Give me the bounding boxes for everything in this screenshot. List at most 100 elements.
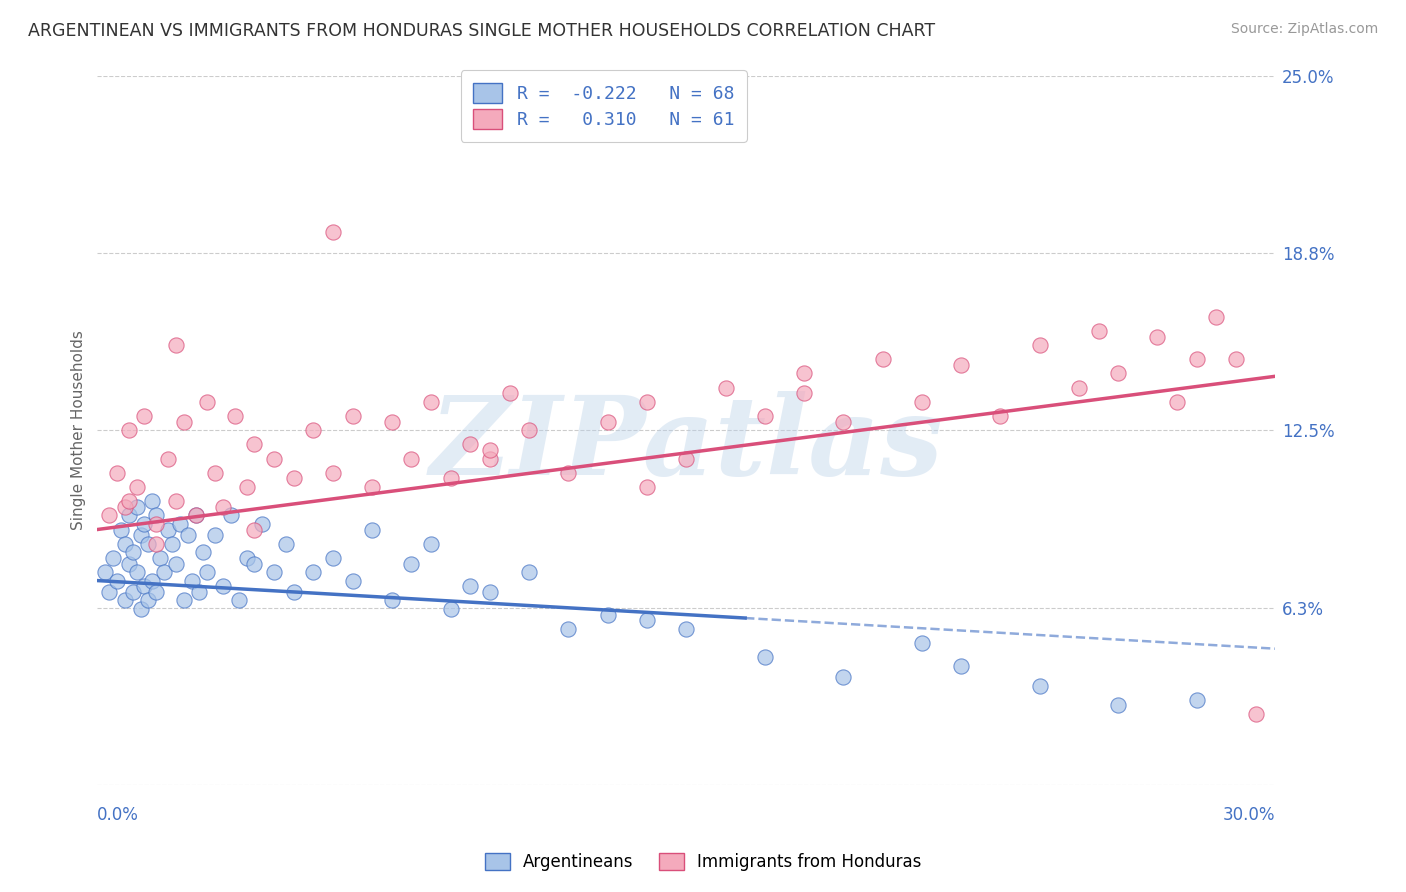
Point — [754, 650, 776, 665]
Point — [180, 574, 202, 588]
Point — [173, 415, 195, 429]
Point — [302, 565, 325, 579]
Point — [1107, 698, 1129, 713]
Point — [114, 500, 136, 514]
Point — [118, 423, 141, 437]
Point — [149, 550, 172, 565]
Point — [243, 437, 266, 451]
Point — [243, 523, 266, 537]
Point — [134, 579, 156, 593]
Point — [498, 386, 520, 401]
Point — [110, 523, 132, 537]
Point — [105, 574, 128, 588]
Point — [478, 585, 501, 599]
Point — [98, 585, 121, 599]
Point — [950, 658, 973, 673]
Point — [195, 565, 218, 579]
Point — [636, 613, 658, 627]
Point — [157, 451, 180, 466]
Point — [1185, 352, 1208, 367]
Point — [165, 494, 187, 508]
Point — [224, 409, 246, 423]
Point — [160, 537, 183, 551]
Point — [1166, 394, 1188, 409]
Point — [184, 508, 207, 523]
Point — [274, 537, 297, 551]
Point — [212, 500, 235, 514]
Point — [517, 565, 540, 579]
Point — [141, 494, 163, 508]
Point — [94, 565, 117, 579]
Legend: R =  -0.222   N = 68, R =   0.310   N = 61: R = -0.222 N = 68, R = 0.310 N = 61 — [461, 70, 747, 142]
Point — [478, 443, 501, 458]
Point — [1225, 352, 1247, 367]
Text: ZIPatlas: ZIPatlas — [429, 391, 943, 498]
Point — [401, 451, 423, 466]
Point — [1028, 338, 1050, 352]
Point — [1028, 679, 1050, 693]
Point — [911, 636, 934, 650]
Point — [1146, 329, 1168, 343]
Point — [252, 516, 274, 531]
Point — [460, 579, 482, 593]
Point — [557, 466, 579, 480]
Point — [138, 537, 160, 551]
Point — [118, 494, 141, 508]
Point — [1244, 706, 1267, 721]
Point — [675, 622, 697, 636]
Point — [636, 480, 658, 494]
Point — [302, 423, 325, 437]
Point — [101, 550, 124, 565]
Point — [145, 585, 167, 599]
Point — [988, 409, 1011, 423]
Point — [793, 386, 815, 401]
Point — [401, 557, 423, 571]
Point — [235, 480, 257, 494]
Point — [121, 585, 143, 599]
Point — [517, 423, 540, 437]
Point — [1087, 324, 1109, 338]
Point — [714, 381, 737, 395]
Point — [219, 508, 242, 523]
Point — [832, 670, 855, 684]
Point — [440, 602, 463, 616]
Point — [636, 394, 658, 409]
Y-axis label: Single Mother Households: Single Mother Households — [72, 330, 86, 530]
Point — [134, 409, 156, 423]
Point — [141, 574, 163, 588]
Point — [173, 593, 195, 607]
Point — [478, 451, 501, 466]
Point — [911, 394, 934, 409]
Point — [243, 557, 266, 571]
Point — [322, 466, 344, 480]
Point — [754, 409, 776, 423]
Point — [557, 622, 579, 636]
Point — [420, 537, 443, 551]
Point — [283, 585, 305, 599]
Point — [184, 508, 207, 523]
Point — [204, 528, 226, 542]
Point — [420, 394, 443, 409]
Point — [1067, 381, 1090, 395]
Legend: Argentineans, Immigrants from Honduras: Argentineans, Immigrants from Honduras — [477, 845, 929, 880]
Point — [361, 480, 384, 494]
Point — [118, 557, 141, 571]
Point — [832, 415, 855, 429]
Point — [125, 480, 148, 494]
Point — [105, 466, 128, 480]
Point — [165, 557, 187, 571]
Point — [98, 508, 121, 523]
Point — [193, 545, 215, 559]
Point — [1107, 367, 1129, 381]
Point — [145, 508, 167, 523]
Text: ARGENTINEAN VS IMMIGRANTS FROM HONDURAS SINGLE MOTHER HOUSEHOLDS CORRELATION CHA: ARGENTINEAN VS IMMIGRANTS FROM HONDURAS … — [28, 22, 935, 40]
Point — [176, 528, 198, 542]
Point — [134, 516, 156, 531]
Point — [793, 367, 815, 381]
Text: 0.0%: 0.0% — [97, 806, 139, 824]
Point — [950, 358, 973, 372]
Point — [118, 508, 141, 523]
Point — [212, 579, 235, 593]
Point — [129, 602, 152, 616]
Point — [322, 225, 344, 239]
